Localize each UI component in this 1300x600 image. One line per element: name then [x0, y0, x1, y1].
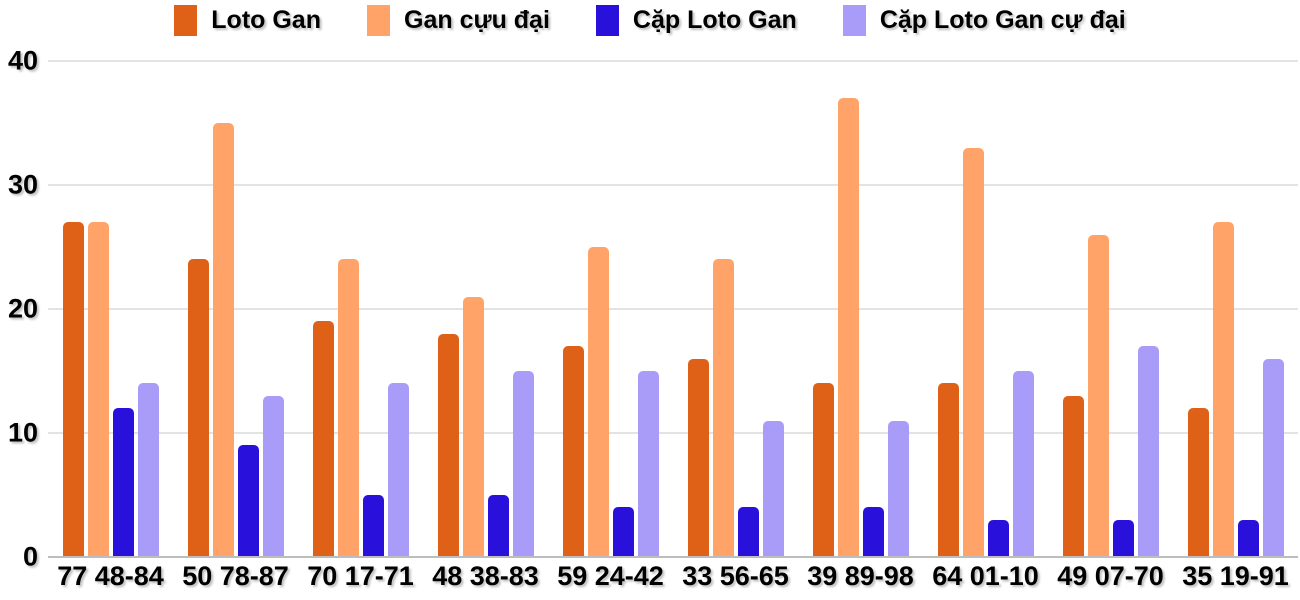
bar[interactable] [1112, 519, 1134, 557]
bar-group [173, 61, 298, 557]
bar[interactable] [62, 222, 84, 557]
legend-item-loto-gan: Loto Gan [174, 5, 321, 36]
bar[interactable] [587, 247, 609, 557]
legend-label: Gan cựu đại [404, 6, 550, 34]
x-axis-labels: 77 48-84 50 78-87 70 17-71 48 38-83 59 24-42… [48, 561, 1298, 592]
x-tick-label: 35 19-91 [1182, 561, 1289, 591]
plot-area [48, 60, 1298, 558]
x-tick-label: 70 17-71 [307, 561, 414, 591]
bar[interactable] [212, 123, 234, 557]
legend-swatch-cap-loto-gan-cu-dai [842, 5, 866, 36]
gridline [48, 60, 1298, 62]
bar-group [548, 61, 673, 557]
bar[interactable] [1137, 346, 1159, 557]
bar-group [673, 61, 798, 557]
bar[interactable] [887, 420, 909, 557]
bar-group [423, 61, 548, 557]
bar[interactable] [462, 296, 484, 557]
bar[interactable] [737, 507, 759, 557]
bar[interactable] [187, 259, 209, 557]
bar[interactable] [762, 420, 784, 557]
bar[interactable] [687, 358, 709, 557]
bar[interactable] [987, 519, 1009, 557]
bar-group [798, 61, 923, 557]
gridline [48, 432, 1298, 434]
bar[interactable] [1262, 358, 1284, 557]
legend-item-cap-loto-gan: Cặp Loto Gan [595, 5, 797, 36]
gridline [48, 184, 1298, 186]
bar[interactable] [1237, 519, 1259, 557]
bar[interactable] [87, 222, 109, 557]
bar[interactable] [137, 383, 159, 557]
legend-swatch-loto-gan [174, 5, 198, 36]
bar[interactable] [937, 383, 959, 557]
bar-group [1048, 61, 1173, 557]
bar[interactable] [612, 507, 634, 557]
legend-item-gan-cuu-dai: Gan cựu đại [367, 5, 550, 36]
bar[interactable] [962, 147, 984, 557]
legend-label: Loto Gan [211, 6, 321, 34]
bar[interactable] [312, 321, 334, 557]
bar[interactable] [837, 98, 859, 557]
legend-label: Cặp Loto Gan [632, 6, 797, 34]
x-tick-label: 48 38-83 [432, 561, 539, 591]
bar-group [48, 61, 173, 557]
legend-swatch-cap-loto-gan [595, 5, 619, 36]
bar-groups [48, 61, 1298, 557]
bar[interactable] [387, 383, 409, 557]
bar[interactable] [487, 495, 509, 557]
legend-swatch-gan-cuu-dai [367, 5, 390, 36]
bar[interactable] [112, 408, 134, 557]
bar-group [1173, 61, 1298, 557]
legend: Loto Gan Gan cựu đại Cặp Loto Gan Cặp Lo… [0, 5, 1300, 36]
bar[interactable] [862, 507, 884, 557]
bar[interactable] [562, 346, 584, 557]
legend-label: Cặp Loto Gan cự đại [879, 6, 1126, 34]
bar[interactable] [262, 395, 284, 557]
x-tick-label: 39 89-98 [807, 561, 914, 591]
bar[interactable] [637, 371, 659, 557]
y-tick-label: 10 [7, 417, 38, 448]
bar[interactable] [1062, 395, 1084, 557]
bar[interactable] [437, 333, 459, 557]
y-tick-label: 20 [7, 293, 38, 324]
bar[interactable] [712, 259, 734, 557]
bar[interactable] [1087, 234, 1109, 557]
bar[interactable] [237, 445, 259, 557]
bar[interactable] [1212, 222, 1234, 557]
x-tick-label: 33 56-65 [682, 561, 789, 591]
x-tick-label: 77 48-84 [57, 561, 164, 591]
gridline [48, 308, 1298, 310]
bar[interactable] [812, 383, 834, 557]
y-tick-label: 0 [22, 541, 38, 572]
x-axis-line [48, 556, 1298, 558]
y-tick-label: 40 [7, 45, 38, 76]
bar-group [923, 61, 1048, 557]
x-tick-label: 50 78-87 [182, 561, 289, 591]
y-tick-label: 30 [7, 169, 38, 200]
x-tick-label: 59 24-42 [557, 561, 664, 591]
x-tick-label: 49 07-70 [1057, 561, 1164, 591]
bar[interactable] [362, 495, 384, 557]
bar[interactable] [512, 371, 534, 557]
y-axis: 0 10 20 30 40 [0, 47, 38, 570]
bar[interactable] [1012, 371, 1034, 557]
x-tick-label: 64 01-10 [932, 561, 1039, 591]
bar-group [298, 61, 423, 557]
bar[interactable] [1187, 408, 1209, 557]
bar[interactable] [337, 259, 359, 557]
legend-item-cap-loto-gan-cu-dai: Cặp Loto Gan cự đại [842, 5, 1126, 36]
